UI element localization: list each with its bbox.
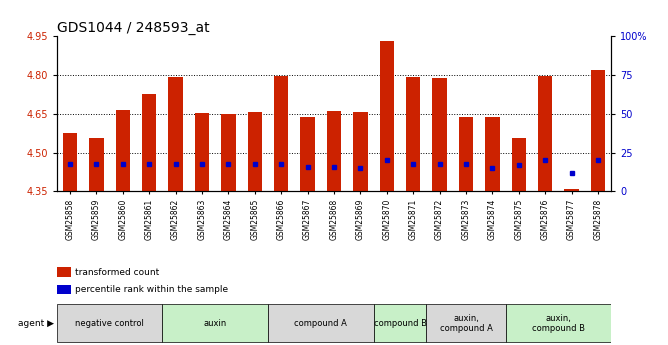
Bar <box>538 76 552 191</box>
Bar <box>268 304 373 343</box>
Text: compound A: compound A <box>295 319 347 328</box>
Text: negative control: negative control <box>75 319 144 328</box>
Bar <box>373 304 426 343</box>
Bar <box>379 41 394 191</box>
Bar <box>432 78 447 191</box>
Text: auxin,
compound A: auxin, compound A <box>440 314 492 333</box>
Bar <box>406 77 420 191</box>
Bar <box>459 117 473 191</box>
Bar <box>506 304 611 343</box>
Bar <box>116 110 130 191</box>
Bar <box>274 76 289 191</box>
Bar <box>57 285 71 294</box>
Bar <box>248 112 262 191</box>
Text: auxin: auxin <box>204 319 227 328</box>
Bar <box>591 70 605 191</box>
Text: transformed count: transformed count <box>75 268 160 277</box>
Bar <box>221 115 236 191</box>
Bar <box>162 304 268 343</box>
Text: agent ▶: agent ▶ <box>18 319 54 328</box>
Bar <box>564 189 579 191</box>
Bar <box>168 77 183 191</box>
Bar <box>301 117 315 191</box>
Bar <box>485 117 500 191</box>
Bar <box>327 111 341 191</box>
Bar <box>57 267 71 277</box>
Bar <box>512 138 526 191</box>
Text: auxin,
compound B: auxin, compound B <box>532 314 585 333</box>
Bar <box>195 112 209 191</box>
Bar <box>353 112 367 191</box>
Bar <box>63 133 77 191</box>
Bar <box>426 304 506 343</box>
Text: percentile rank within the sample: percentile rank within the sample <box>75 285 228 294</box>
Bar <box>142 95 156 191</box>
Text: GDS1044 / 248593_at: GDS1044 / 248593_at <box>57 21 209 35</box>
Bar <box>89 138 104 191</box>
Bar <box>57 304 162 343</box>
Text: compound B: compound B <box>373 319 426 328</box>
